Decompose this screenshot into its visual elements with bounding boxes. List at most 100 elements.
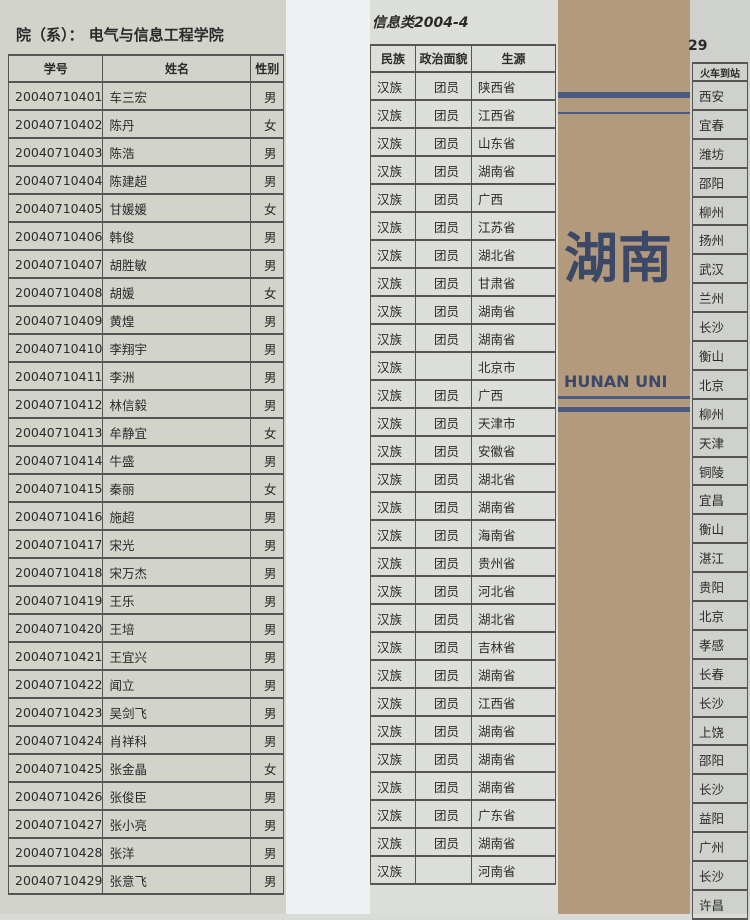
table-row: 汉族 团员 吉林省: [370, 631, 556, 661]
table-row: 天津: [692, 426, 748, 458]
station: 铜陵: [692, 455, 748, 487]
page-gap: [286, 0, 370, 914]
gender: 女: [250, 753, 284, 783]
political-status: [415, 855, 472, 885]
station: 长沙: [692, 686, 748, 718]
gender: 男: [250, 781, 284, 811]
gender: 男: [250, 305, 284, 335]
table-row: 20040710405 甘媛媛女: [7, 193, 284, 223]
table-row: 20040710421 王宜兴男: [7, 641, 284, 671]
political-status: 团员: [415, 435, 472, 465]
table-row: 汉族 团员 河北省: [370, 575, 556, 605]
ethnicity: 汉族: [370, 687, 416, 717]
table-row: 铜陵: [692, 455, 748, 487]
table-row: 兰州: [692, 282, 748, 314]
table-row: 贵阳: [692, 571, 748, 603]
student-id: 20040710410: [7, 333, 104, 363]
table-row: 20040710415 秦丽女: [7, 473, 284, 503]
envelope-stripe: [558, 112, 690, 114]
station: 宜春: [692, 108, 748, 140]
ethnicity: 汉族: [370, 211, 416, 241]
student-name: 陈丹: [102, 109, 252, 139]
table-row: 20040710428 张洋男: [7, 837, 284, 867]
station: 武汉: [692, 253, 748, 285]
student-name: 牟静宜: [102, 417, 252, 447]
ethnicity: 汉族: [370, 743, 416, 773]
student-name: 肖祥科: [102, 725, 252, 755]
student-id: 20040710427: [7, 809, 104, 839]
political-status: 团员: [415, 155, 472, 185]
table-row: 汉族 河南省: [370, 855, 556, 885]
gender: 男: [250, 501, 284, 531]
ethnicity: 汉族: [370, 155, 416, 185]
origin: 湖南省: [471, 743, 556, 773]
gender: 男: [250, 221, 284, 251]
origin: 河北省: [471, 575, 556, 605]
table-row: 益阳: [692, 802, 748, 834]
envelope-stripe: [558, 407, 690, 412]
political-status: 团员: [415, 659, 472, 689]
station: 扬州: [692, 224, 748, 256]
student-name: 张金晶: [102, 753, 252, 783]
gender: 男: [250, 809, 284, 839]
student-name: 陈建超: [102, 165, 252, 195]
table-row: 20040710412 林信毅男: [7, 389, 284, 419]
university-logo-subtext: HUNAN UNI: [564, 372, 668, 391]
student-name: 王乐: [102, 585, 252, 615]
student-id: 20040710404: [7, 165, 104, 195]
table-row: 宜春: [692, 108, 748, 140]
table-row: 衡山: [692, 513, 748, 545]
student-name: 宋光: [102, 529, 252, 559]
student-id: 20040710412: [7, 389, 104, 419]
table-row: 20040710404 陈建超男: [7, 165, 284, 195]
political-status: 团员: [415, 519, 472, 549]
political-status: 团员: [415, 239, 472, 269]
table-row: 汉族 团员 江苏省: [370, 211, 556, 241]
station: 贵阳: [692, 571, 748, 603]
political-status: 团员: [415, 547, 472, 577]
political-status: 团员: [415, 379, 472, 409]
origin: 贵州省: [471, 547, 556, 577]
student-id: 20040710411: [7, 361, 104, 391]
table-row: 汉族 团员 海南省: [370, 519, 556, 549]
table-row: 汉族 团员 江西省: [370, 99, 556, 129]
origin: 广西: [471, 183, 556, 213]
ethnicity: 汉族: [370, 855, 416, 885]
station: 益阳: [692, 802, 748, 834]
table-row: 汉族 北京市: [370, 351, 556, 381]
political-status: 团员: [415, 295, 472, 325]
ethnicity: 汉族: [370, 491, 416, 521]
table-row: 汉族 团员 广西: [370, 183, 556, 213]
origin: 海南省: [471, 519, 556, 549]
station: 湛江: [692, 542, 748, 574]
class-title: 信息类2004-4: [372, 15, 469, 31]
origin: 湖南省: [471, 771, 556, 801]
origin: 湖南省: [471, 155, 556, 185]
table-row: 武汉: [692, 253, 748, 285]
station: 长沙: [692, 860, 748, 891]
station: 广州: [692, 831, 748, 863]
table-row: 20040710420 王培男: [7, 613, 284, 643]
table-row: 长沙: [692, 311, 748, 343]
station: 潍坊: [692, 137, 748, 169]
station: 天津: [692, 426, 748, 458]
gender: 男: [250, 529, 284, 559]
student-id: 20040710406: [7, 221, 104, 251]
student-id: 20040710409: [7, 305, 104, 335]
student-name: 吴剑飞: [102, 697, 252, 727]
student-id: 20040710417: [7, 529, 104, 559]
table-row: 扬州: [692, 224, 748, 256]
table-row: 西安: [692, 80, 748, 111]
table-row: 柳州: [692, 397, 748, 429]
origin: 广西: [471, 379, 556, 409]
table-row: 柳州: [692, 195, 748, 227]
ethnicity: 汉族: [370, 827, 416, 857]
political-status: 团员: [415, 407, 472, 437]
gender: 女: [250, 193, 284, 223]
table-row: 汉族 团员 湖南省: [370, 715, 556, 745]
student-name: 王宜兴: [102, 641, 252, 671]
student-name: 林信毅: [102, 389, 252, 419]
table-row: 20040710401 车三宏男: [7, 81, 284, 111]
station: 宜昌: [692, 484, 748, 516]
ethnicity: 汉族: [370, 379, 416, 409]
